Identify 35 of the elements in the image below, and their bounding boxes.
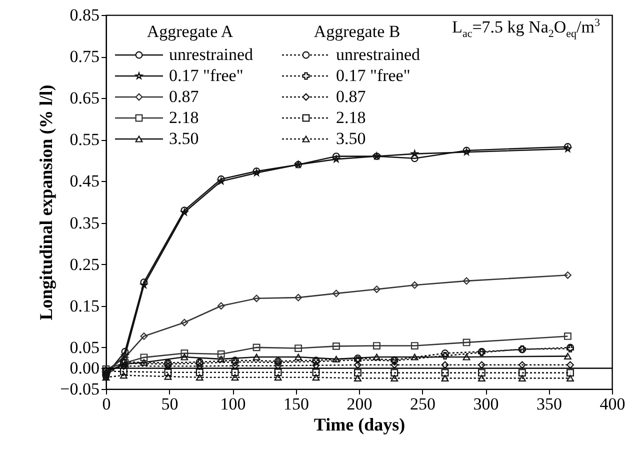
y-tick-label: 0.45 — [70, 172, 100, 191]
y-tick-label: 0.55 — [70, 130, 100, 150]
x-tick-label: 150 — [284, 394, 309, 414]
condition-note: L$_{ac}$=7.5 kg Na$_{2}$O$_{eq}$/m$^{3}$ — [452, 17, 600, 40]
x-tick-label: 300 — [473, 394, 499, 414]
legend-label: 0.87 — [336, 87, 366, 106]
y-axis-title: Longitudinal expansion (% l/l) — [36, 84, 56, 320]
y-tick-label: 0.35 — [70, 213, 100, 232]
y-tick-label: 0.25 — [70, 254, 100, 274]
legend-label: unrestrained — [169, 45, 254, 64]
x-tick-label: 0 — [102, 394, 111, 414]
legend-label: 2.18 — [169, 108, 199, 127]
legend-label: 2.18 — [336, 108, 366, 127]
y-tick-label: 0.85 — [70, 6, 100, 24]
x-tick-label: 100 — [220, 394, 246, 414]
x-axis-title: Time (days) — [314, 414, 406, 434]
x-tick-label: 250 — [410, 394, 436, 414]
legend-label: 0.17 "free" — [336, 66, 410, 85]
y-tick-label: 0.00 — [70, 358, 100, 378]
x-tick-label: 350 — [536, 394, 562, 414]
y-tick-label: −0.05 — [60, 380, 100, 398]
x-tick-label: 200 — [346, 394, 372, 414]
x-tick-label: 50 — [161, 394, 178, 414]
legend-label: 0.17 "free" — [169, 66, 244, 85]
x-tick-label: 400 — [600, 394, 626, 414]
y-tick-label: 0.15 — [70, 296, 100, 316]
annotation: Aggregate A — [146, 22, 234, 41]
y-tick-label: 0.75 — [70, 47, 100, 66]
legend-label: 3.50 — [336, 129, 366, 148]
y-tick-label: 0.65 — [70, 88, 100, 108]
legend-label: unrestrained — [336, 45, 421, 64]
y-tick-label: 0.05 — [70, 338, 100, 357]
legend-label: 3.50 — [169, 129, 199, 148]
annotation: Aggregate B — [314, 22, 400, 41]
legend-label: 0.87 — [169, 87, 200, 106]
